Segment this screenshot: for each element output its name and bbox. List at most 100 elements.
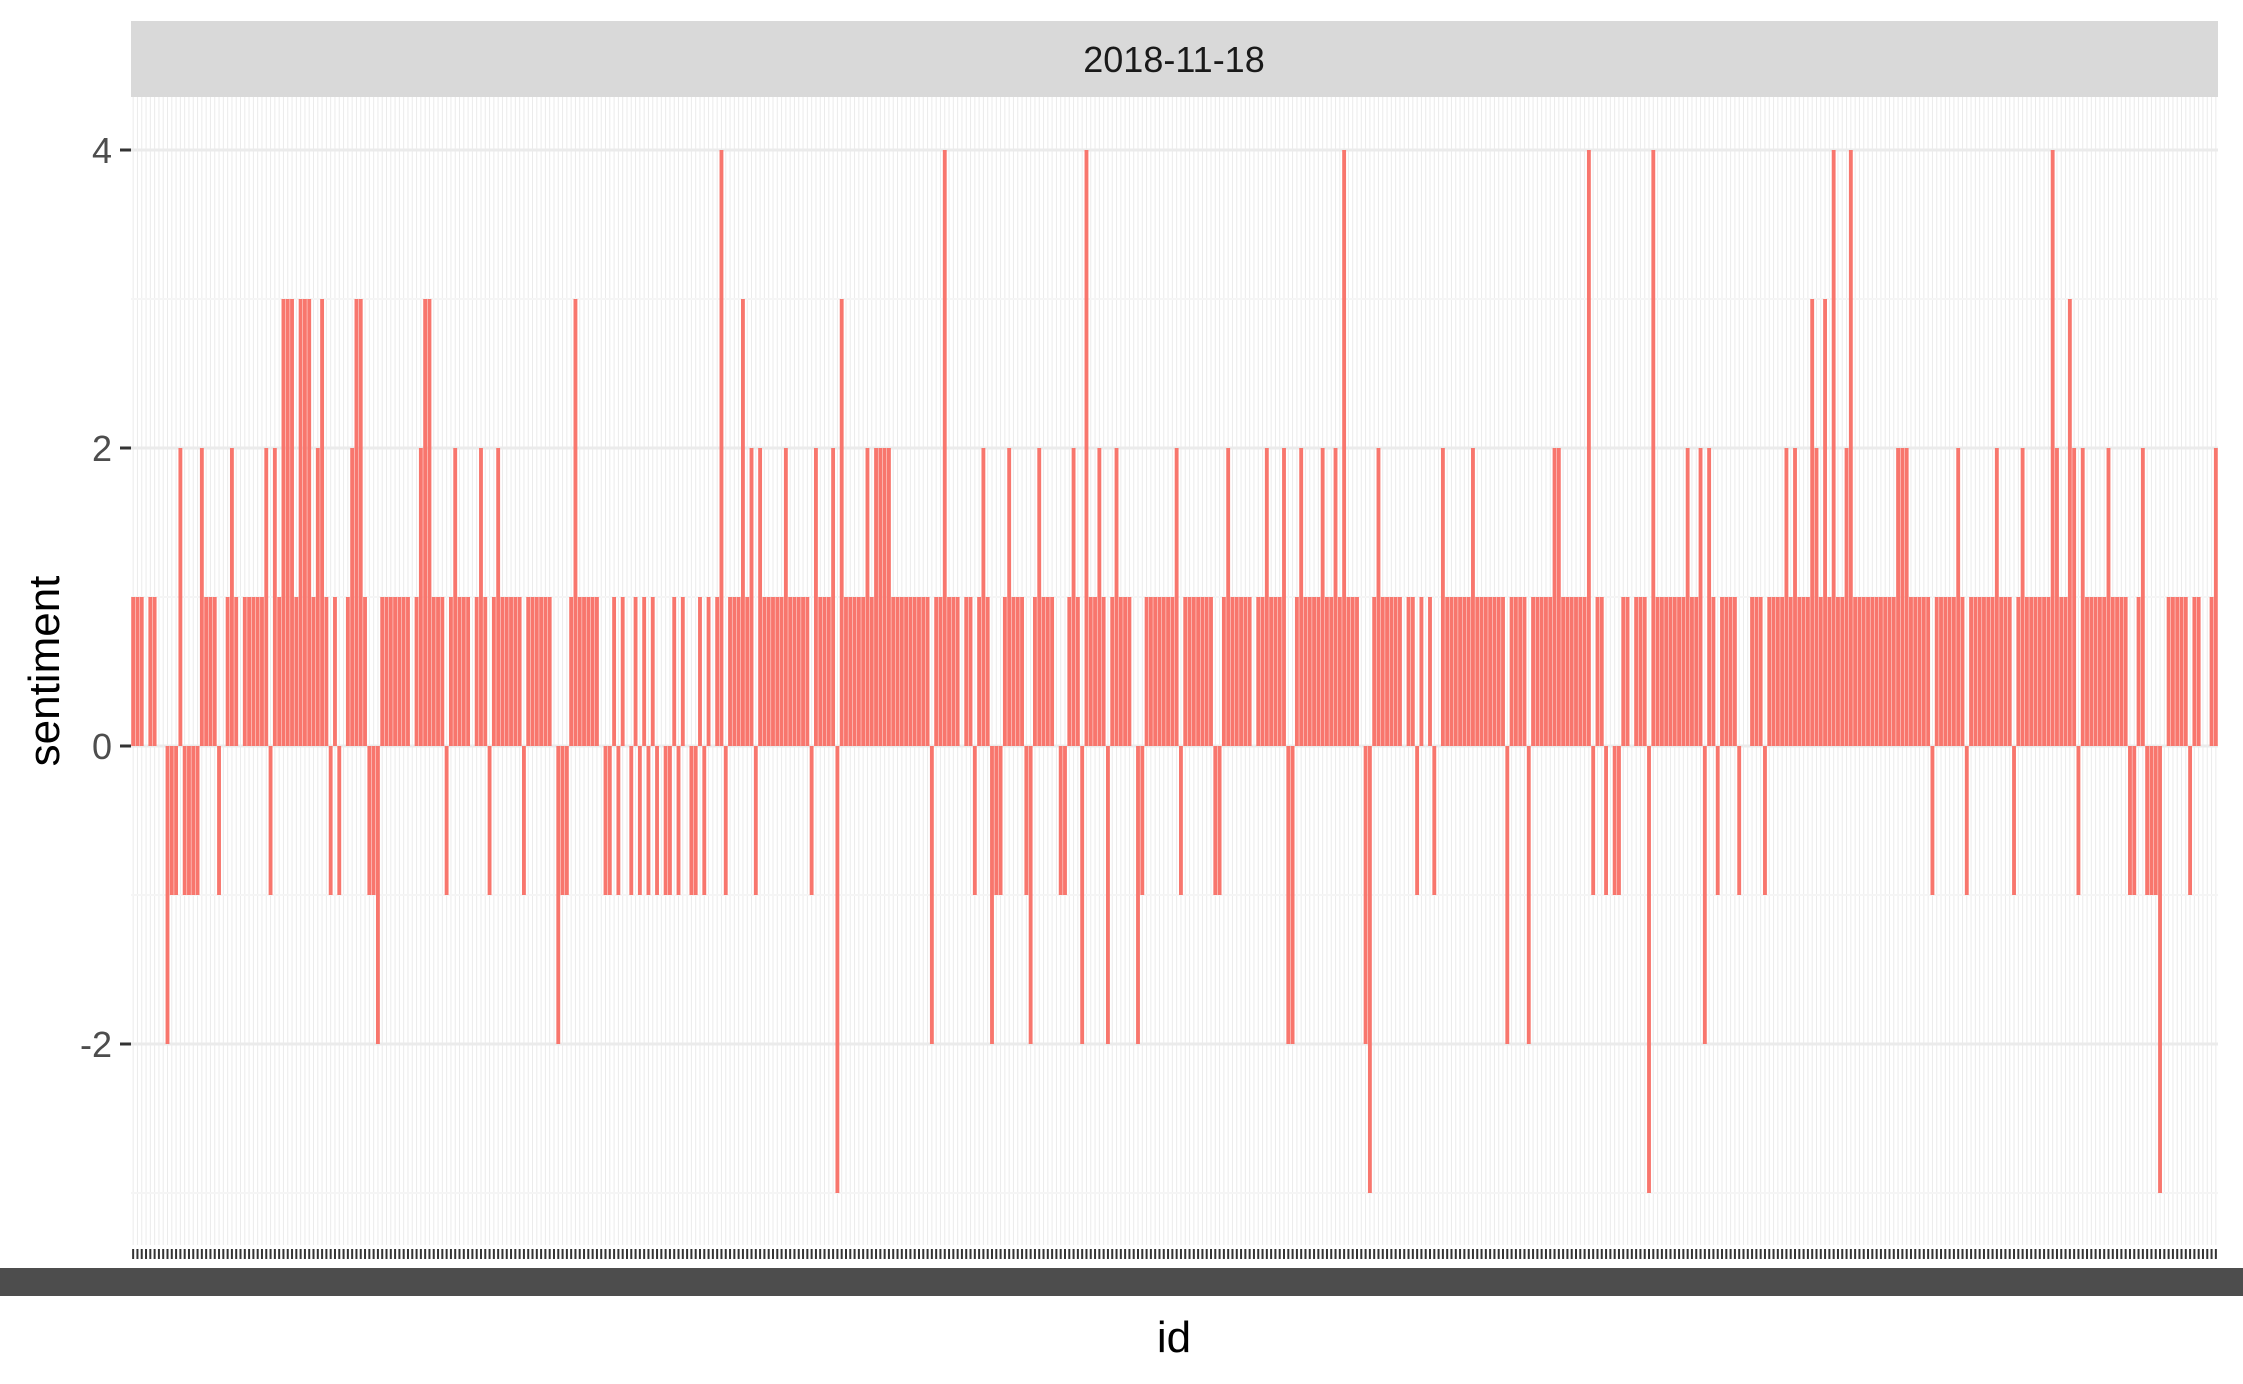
- y-tick-label: -2: [80, 1024, 112, 1065]
- bar: [942, 150, 947, 746]
- bar: [1230, 597, 1235, 746]
- bar: [2145, 746, 2150, 895]
- bar: [1861, 597, 1866, 746]
- x-axis-title: id: [1157, 1313, 1191, 1362]
- bar: [290, 299, 294, 746]
- bar: [796, 597, 801, 746]
- bar: [229, 448, 234, 746]
- bar: [530, 597, 535, 746]
- bar: [801, 597, 805, 746]
- bar: [981, 448, 986, 746]
- bar: [174, 746, 179, 895]
- bar: [865, 448, 870, 746]
- bar: [1294, 597, 1299, 746]
- bar: [1157, 597, 1162, 746]
- bar: [1565, 597, 1570, 746]
- bar: [715, 597, 720, 746]
- bar: [1144, 597, 1149, 746]
- bar: [547, 597, 552, 746]
- bar: [1355, 597, 1359, 746]
- bar: [852, 597, 857, 746]
- bar: [2183, 597, 2188, 746]
- bar: [1732, 597, 1737, 746]
- bar: [912, 597, 917, 746]
- bar: [698, 597, 702, 746]
- bar: [831, 448, 836, 746]
- bar: [2076, 746, 2081, 895]
- bar: [1462, 597, 1467, 746]
- bar: [1664, 597, 1669, 746]
- bar: [642, 597, 647, 746]
- bar: [1668, 597, 1673, 746]
- bar: [1346, 597, 1351, 746]
- bar: [1458, 597, 1462, 746]
- bar: [500, 597, 505, 746]
- bar: [753, 746, 758, 895]
- bar: [848, 597, 853, 746]
- bar: [2072, 448, 2077, 746]
- bar: [899, 597, 904, 746]
- bar: [779, 597, 784, 746]
- bar: [990, 746, 994, 1044]
- bar: [723, 746, 728, 895]
- bar: [1625, 597, 1630, 746]
- bar: [1118, 597, 1123, 746]
- bar: [1964, 746, 1969, 895]
- bar: [1140, 746, 1145, 895]
- bar: [646, 746, 651, 895]
- bar: [1007, 448, 1012, 746]
- bar: [1174, 448, 1179, 746]
- bar: [483, 597, 488, 746]
- bar: [1415, 746, 1420, 895]
- bar: [2179, 597, 2184, 746]
- bar: [612, 597, 617, 746]
- bar: [311, 597, 316, 746]
- bar: [1823, 299, 1827, 746]
- bar: [1501, 597, 1505, 746]
- bar: [457, 597, 462, 746]
- bar: [2012, 746, 2016, 895]
- bar: [749, 448, 754, 746]
- bar: [856, 597, 861, 746]
- bar: [839, 299, 844, 746]
- bar: [745, 597, 750, 746]
- bar: [788, 597, 793, 746]
- bar: [504, 597, 509, 746]
- bar: [818, 597, 823, 746]
- bar: [1200, 597, 1205, 746]
- bar: [543, 597, 548, 746]
- bar: [1376, 448, 1381, 746]
- bar: [384, 597, 389, 746]
- bar: [2059, 597, 2064, 746]
- bar: [1642, 597, 1647, 746]
- bar: [1187, 597, 1192, 746]
- bar: [1058, 746, 1063, 895]
- bar: [955, 597, 960, 746]
- bar: [1166, 597, 1170, 746]
- bar: [1951, 597, 1956, 746]
- bar: [466, 597, 471, 746]
- bar: [603, 746, 608, 895]
- bar: [397, 597, 402, 746]
- bar: [509, 597, 513, 746]
- bar: [328, 746, 333, 895]
- bar: [1406, 597, 1411, 746]
- bar: [1578, 597, 1583, 746]
- bar: [702, 746, 707, 895]
- bar: [448, 597, 453, 746]
- bar: [616, 746, 621, 895]
- bar: [139, 597, 144, 746]
- bar: [1063, 746, 1067, 895]
- bar: [1909, 597, 1913, 746]
- bar: [2102, 597, 2107, 746]
- bar: [427, 299, 432, 746]
- bar: [272, 448, 277, 746]
- bar: [526, 597, 531, 746]
- bar: [491, 597, 496, 746]
- bar: [1509, 597, 1514, 746]
- bar: [350, 448, 355, 746]
- bar: [1973, 597, 1978, 746]
- bar: [1977, 597, 1982, 746]
- bar: [2188, 746, 2193, 895]
- bar: [569, 597, 574, 746]
